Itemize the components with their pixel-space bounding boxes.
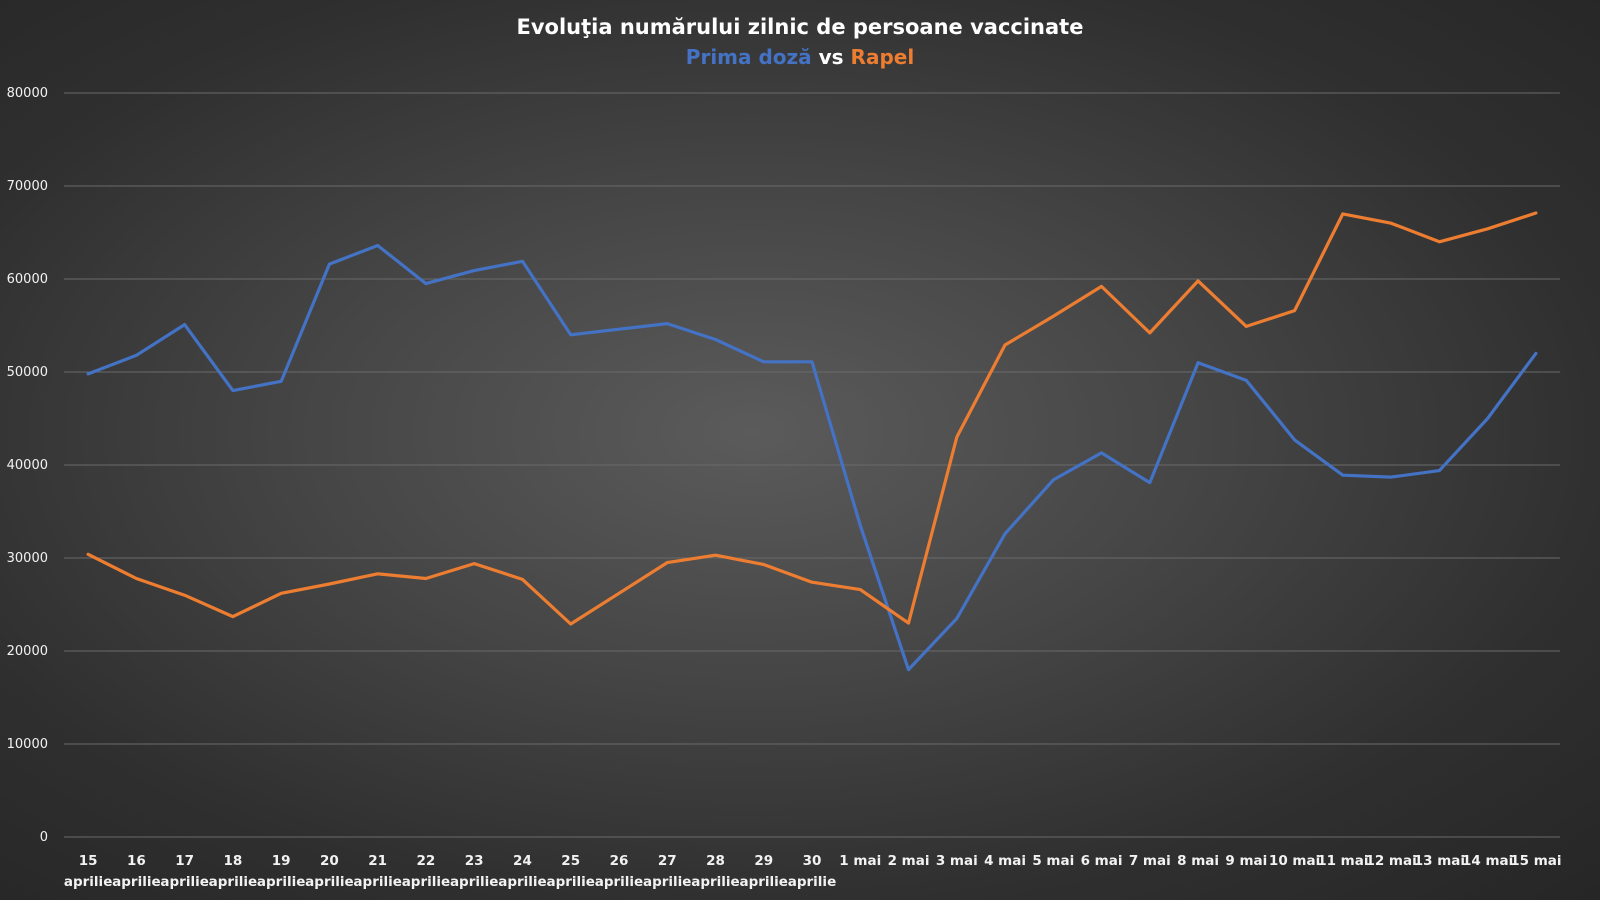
y-tick-label: 60000 [7, 272, 48, 287]
y-tick-label: 80000 [7, 86, 48, 101]
x-tick-label: 19 aprilie [257, 853, 305, 890]
x-tick-label: 3 mai [936, 853, 978, 869]
series-line-booster [86, 211, 1538, 626]
y-tick-label: 0 [40, 830, 48, 845]
x-tick-label: 11 mai [1317, 853, 1368, 869]
y-tick-label: 50000 [7, 365, 48, 380]
x-tick-label: 22 aprilie [402, 853, 450, 890]
gridlines [64, 92, 1560, 838]
x-tick-label: 5 mai [1032, 853, 1074, 869]
y-tick-label: 40000 [7, 458, 48, 473]
x-tick-label: 10 mai [1269, 853, 1320, 869]
x-tick-label: 14 mai [1462, 853, 1513, 869]
x-tick-label: 15 aprilie [64, 853, 112, 890]
x-tick-label: 12 mai [1365, 853, 1416, 869]
x-tick-label: 6 mai [1081, 853, 1123, 869]
chart-subtitle: Prima doză vs Rapel [686, 45, 914, 69]
x-tick-label: 30 aprilie [788, 853, 836, 890]
x-tick-label: 16 aprilie [112, 853, 160, 890]
y-tick-label: 20000 [7, 644, 48, 659]
x-tick-label: 29 aprilie [739, 853, 787, 890]
legend-first-dose: Prima doză [686, 45, 812, 69]
x-tick-label: 1 mai [839, 853, 881, 869]
x-tick-label: 23 aprilie [450, 853, 498, 890]
x-tick-label: 18 aprilie [209, 853, 257, 890]
x-tick-label: 24 aprilie [498, 853, 546, 890]
x-tick-label: 27 aprilie [643, 853, 691, 890]
legend-vs: vs [812, 45, 851, 69]
x-tick-label: 15 mai [1510, 853, 1561, 869]
x-tick-label: 2 mai [888, 853, 930, 869]
y-axis: 0 10000 20000 30000 40000 50000 60000 70000 8000… [7, 86, 48, 845]
x-tick-label: 26 aprilie [595, 853, 643, 890]
x-tick-label: 7 mai [1129, 853, 1171, 869]
x-tick-label: 17 aprilie [160, 853, 208, 890]
x-tick-label: 9 mai [1225, 853, 1267, 869]
x-tick-label: 28 aprilie [691, 853, 739, 890]
legend-booster: Rapel [851, 45, 915, 69]
x-tick-label: 25 aprilie [546, 853, 594, 890]
x-tick-label: 13 mai [1414, 853, 1465, 869]
chart-title: Evoluţia numărului zilnic de persoane va… [517, 15, 1084, 39]
y-tick-label: 10000 [7, 737, 48, 752]
y-tick-label: 30000 [7, 551, 48, 566]
x-tick-label: 8 mai [1177, 853, 1219, 869]
x-tick-label: 20 aprilie [305, 853, 353, 890]
x-tick-label: 21 aprilie [353, 853, 401, 890]
y-tick-label: 70000 [7, 179, 48, 194]
x-tick-label: 4 mai [984, 853, 1026, 869]
series [86, 211, 1538, 672]
series-line-first-dose [86, 243, 1538, 672]
